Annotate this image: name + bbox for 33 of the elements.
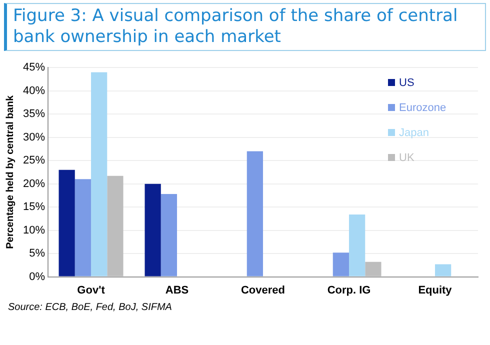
y-tick-label: 25%	[22, 154, 46, 167]
x-tick-label: Corp. IG	[327, 284, 371, 296]
y-axis-title: Percentage held by central bank	[4, 95, 16, 249]
legend-label: Japan	[399, 126, 429, 138]
bar	[349, 214, 366, 276]
bar	[365, 262, 382, 276]
x-tick-label: Covered	[240, 284, 286, 296]
bar	[58, 170, 75, 276]
bar	[74, 179, 92, 276]
chart-title: Figure 3: A visual comparison of the share of central bank ownership in each market	[4, 3, 486, 51]
source-note: Source: ECB, BoE, Fed, BoJ, SIFMA	[8, 302, 172, 313]
legend-label: UK	[399, 152, 414, 164]
bar	[246, 151, 264, 276]
bar	[332, 252, 350, 276]
bar	[91, 72, 108, 276]
legend-label: US	[399, 76, 414, 88]
y-tick-label: 15%	[22, 201, 46, 214]
legend-label: Eurozone	[399, 102, 446, 114]
y-tick-label: 0%	[29, 270, 46, 283]
y-tick-label: 5%	[29, 248, 46, 260]
y-tick-label: 45%	[22, 62, 46, 74]
y-tick-label: 10%	[22, 224, 46, 236]
x-tick-label: ABS	[165, 284, 189, 296]
bar	[107, 176, 124, 276]
y-tick-label: 40%	[22, 84, 46, 97]
y-tick-label: 35%	[22, 108, 46, 120]
x-tick-label: Gov't	[77, 284, 106, 296]
y-tick-label: 30%	[22, 131, 46, 144]
x-tick-label: Equity	[418, 284, 453, 296]
bar	[160, 194, 178, 276]
bar	[435, 264, 452, 276]
bar	[144, 184, 161, 276]
y-tick-label: 20%	[22, 178, 46, 190]
